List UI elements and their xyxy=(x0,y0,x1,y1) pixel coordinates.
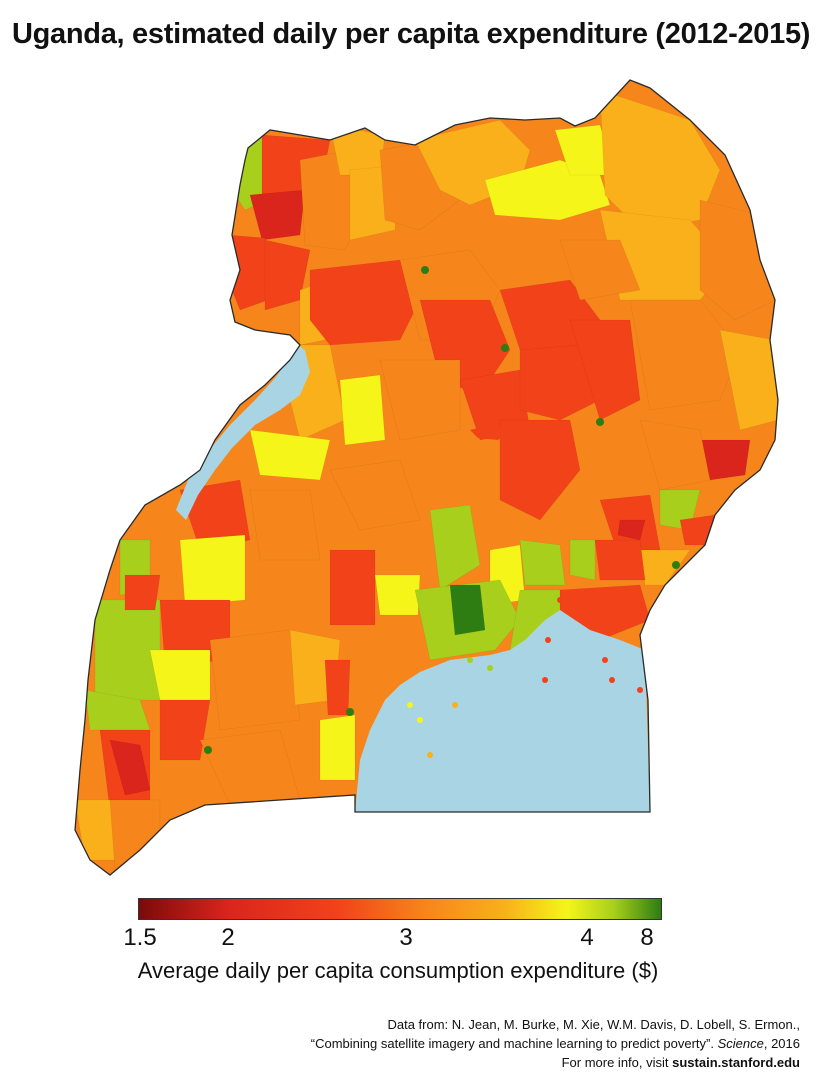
urban-district xyxy=(501,344,509,352)
district-region xyxy=(499,419,581,521)
map-svg xyxy=(74,79,779,876)
legend-tick-3: 3 xyxy=(399,924,413,951)
district-region xyxy=(519,344,601,421)
urban-district xyxy=(421,266,429,274)
credit-paper: “Combining satellite imagery and machine… xyxy=(311,1034,800,1053)
urban-district xyxy=(596,418,604,426)
district-region xyxy=(379,359,461,441)
district-regions xyxy=(75,89,778,871)
district-region xyxy=(159,699,211,761)
island xyxy=(467,657,473,663)
district-region xyxy=(109,739,151,796)
urban-district xyxy=(346,708,354,716)
island xyxy=(407,702,413,708)
district-region xyxy=(329,549,376,626)
district-region xyxy=(449,584,486,636)
district-region xyxy=(319,714,356,781)
island xyxy=(577,612,583,618)
credit-journal: Science xyxy=(717,1036,764,1051)
island xyxy=(602,657,608,663)
district-region xyxy=(374,574,421,616)
district-region xyxy=(569,319,641,421)
credit-paper-title: “Combining satellite imagery and machine… xyxy=(310,1036,714,1051)
lake-victoria xyxy=(355,610,650,812)
district-region xyxy=(594,539,646,581)
island xyxy=(557,597,563,603)
lake-islands xyxy=(407,597,643,758)
island xyxy=(637,687,643,693)
island xyxy=(542,677,548,683)
island xyxy=(617,622,623,628)
legend-tick-2: 2 xyxy=(221,924,235,951)
lake-albert xyxy=(176,340,310,520)
district-region xyxy=(179,534,246,606)
credit-link-line: For more info, visit sustain.stanford.ed… xyxy=(311,1053,800,1072)
credit-link[interactable]: sustain.stanford.edu xyxy=(672,1055,800,1070)
island xyxy=(545,637,551,643)
color-scale-svg xyxy=(139,899,661,919)
uganda-choropleth-map xyxy=(0,70,816,900)
district-region xyxy=(519,539,566,586)
lake-kyoga-area xyxy=(470,425,510,440)
island xyxy=(452,702,458,708)
urban-district xyxy=(204,746,212,754)
urban-district xyxy=(672,561,680,569)
district-region xyxy=(179,479,251,551)
district-region xyxy=(429,504,481,591)
district-region xyxy=(209,629,301,731)
district-region xyxy=(559,239,641,301)
legend-tick-1-5: 1.5 xyxy=(123,924,157,951)
credit-year: , 2016 xyxy=(763,1036,800,1051)
district-region xyxy=(149,649,211,701)
credit-authors: Data from: N. Jean, M. Burke, M. Xie, W.… xyxy=(387,1017,800,1032)
data-credit: Data from: N. Jean, M. Burke, M. Xie, W.… xyxy=(311,1015,800,1072)
island xyxy=(609,677,615,683)
district-region xyxy=(339,374,386,446)
color-scale-bar xyxy=(138,898,662,920)
island xyxy=(487,665,493,671)
district-region xyxy=(569,539,596,581)
island xyxy=(597,627,603,633)
island xyxy=(437,652,443,658)
legend-caption: Average daily per capita consumption exp… xyxy=(137,958,659,983)
credit-link-prefix: For more info, visit xyxy=(561,1055,669,1070)
district-region xyxy=(124,574,161,611)
district-region xyxy=(249,429,331,481)
district-region xyxy=(639,419,711,491)
map-title: Uganda, estimated daily per capita expen… xyxy=(12,18,811,50)
island xyxy=(427,752,433,758)
legend-tick-8: 8 xyxy=(640,924,654,951)
district-region xyxy=(719,329,778,431)
island xyxy=(417,717,423,723)
district-region xyxy=(329,459,421,531)
district-region xyxy=(249,489,321,561)
legend-tick-4: 4 xyxy=(580,924,594,951)
district-region xyxy=(324,659,351,716)
district-region xyxy=(249,189,306,241)
district-region xyxy=(109,799,161,871)
